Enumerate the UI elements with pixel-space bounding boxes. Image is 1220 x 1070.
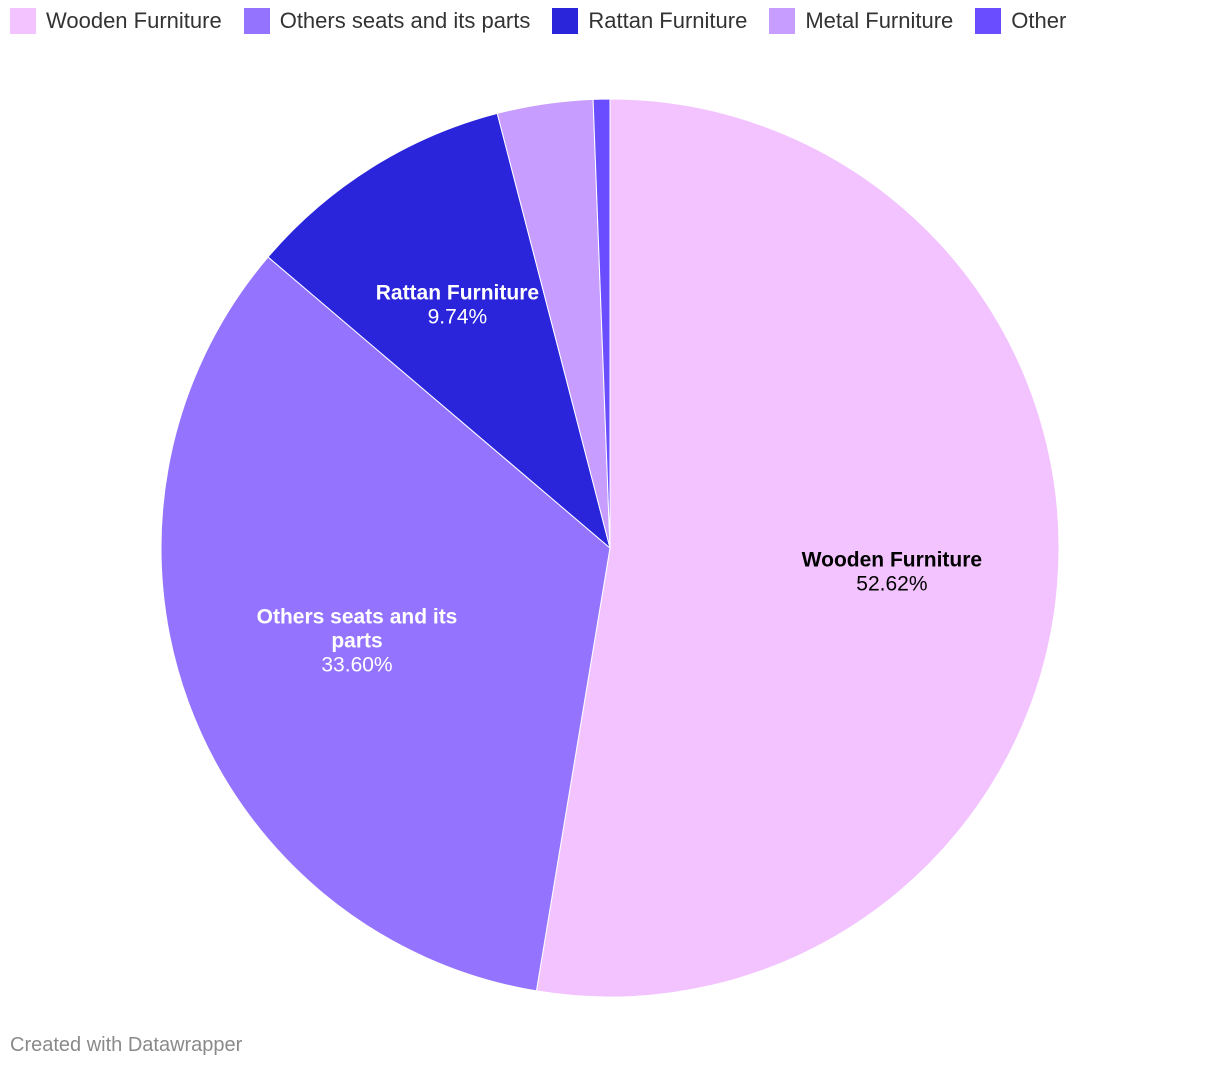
pie-slice — [267, 112, 611, 550]
footer-credit: Created with Datawrapper — [10, 1034, 243, 1056]
legend: Wooden Furniture Others seats and its par… — [10, 6, 1088, 36]
legend-item: Metal Furniture — [769, 6, 953, 36]
slice-label-value: 9.74% — [428, 306, 488, 329]
legend-label: Metal Furniture — [805, 8, 954, 33]
legend-item: Others seats and its parts — [243, 6, 531, 36]
slice-label-name: Rattan Furniture — [376, 282, 539, 305]
slice-label: Others seats and its parts 33.60% — [257, 606, 458, 677]
legend-swatch — [10, 8, 36, 34]
legend-swatch — [975, 8, 1002, 34]
legend-item: Wooden Furniture — [10, 6, 222, 36]
legend-label: Wooden Furniture — [46, 8, 222, 33]
legend-swatch — [769, 8, 796, 34]
slice-label-name: parts — [331, 630, 382, 653]
legend-label: Rattan Furniture — [588, 8, 748, 33]
pie-slice — [592, 98, 611, 549]
slice-label-name: Wooden Furniture — [802, 548, 982, 571]
slice-label-value: 33.60% — [321, 654, 392, 677]
legend-swatch — [243, 8, 270, 34]
pie-slice — [535, 98, 1060, 998]
legend-item: Other — [975, 6, 1066, 36]
slice-label: Wooden Furniture 52.62% — [802, 548, 982, 595]
legend-label: Other — [1011, 8, 1067, 33]
legend-item: Rattan Furniture — [552, 6, 747, 36]
slice-label: Rattan Furniture 9.74% — [376, 282, 539, 329]
slice-label-value: 52.62% — [856, 572, 927, 595]
legend-label: Others seats and its parts — [279, 8, 531, 33]
slice-labels: Wooden Furniture 52.62% Others seats and i… — [257, 282, 982, 677]
pie-slice — [160, 256, 611, 992]
legend-swatch — [552, 8, 579, 34]
slice-label-name: Others seats and its — [257, 606, 458, 629]
